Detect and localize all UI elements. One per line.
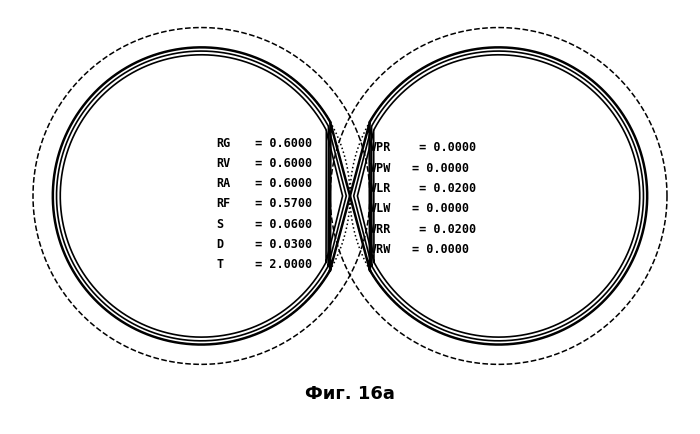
Text: RV: RV (216, 157, 230, 170)
Text: = 0.0000: = 0.0000 (412, 243, 469, 256)
Text: = 0.0000: = 0.0000 (412, 141, 476, 155)
Text: T: T (216, 258, 223, 271)
Text: = 0.0600: = 0.0600 (248, 218, 313, 231)
Text: VLW: VLW (370, 202, 391, 215)
Text: RG: RG (216, 137, 230, 149)
Text: = 0.0300: = 0.0300 (248, 238, 313, 251)
Text: VLR: VLR (370, 182, 391, 195)
Text: = 0.5700: = 0.5700 (248, 197, 313, 210)
Text: RF: RF (216, 197, 230, 210)
Text: S: S (216, 218, 223, 231)
Text: = 0.6000: = 0.6000 (248, 177, 313, 190)
Text: = 0.0200: = 0.0200 (412, 182, 476, 195)
Text: D: D (216, 238, 223, 251)
Text: = 0.6000: = 0.6000 (248, 137, 313, 149)
Text: VPR: VPR (370, 141, 391, 155)
Text: VRR: VRR (370, 223, 391, 236)
Text: = 0.0200: = 0.0200 (412, 223, 476, 236)
Text: Фиг. 16а: Фиг. 16а (305, 385, 395, 403)
Text: VPW: VPW (370, 162, 391, 175)
Text: = 0.0000: = 0.0000 (412, 202, 469, 215)
Text: = 0.6000: = 0.6000 (248, 157, 313, 170)
Text: VRW: VRW (370, 243, 391, 256)
Text: = 0.0000: = 0.0000 (412, 162, 469, 175)
Text: RA: RA (216, 177, 230, 190)
Text: = 2.0000: = 2.0000 (248, 258, 313, 271)
